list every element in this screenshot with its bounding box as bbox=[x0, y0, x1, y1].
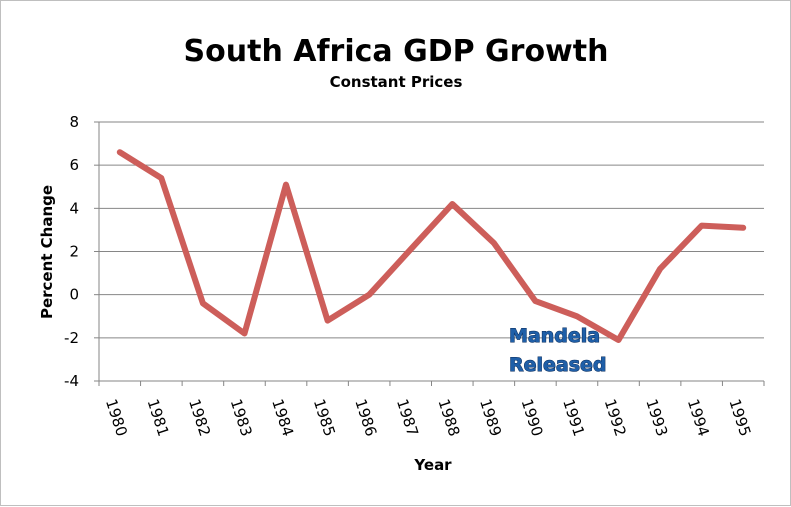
x-tick-label: 1992 bbox=[601, 397, 630, 439]
y-tick-label: 6 bbox=[69, 156, 79, 174]
x-tick-label: 1984 bbox=[268, 397, 297, 439]
x-tick-label: 1988 bbox=[434, 397, 463, 439]
y-axis-ticks: 8 6 4 2 0 -2 -4 bbox=[64, 113, 99, 390]
y-tick-label: 8 bbox=[69, 113, 79, 131]
x-tick-label: 1991 bbox=[559, 397, 588, 439]
series-line bbox=[116, 149, 747, 343]
x-tick-label: 1986 bbox=[351, 397, 380, 439]
x-tick-label: 1982 bbox=[185, 397, 214, 439]
annotation: Mandela Released bbox=[509, 325, 608, 377]
y-axis-title: Percent Change bbox=[38, 185, 56, 319]
x-axis-ticks: 1980 1981 1982 1983 1984 1985 1986 1987 1988 1989… bbox=[98, 381, 765, 439]
chart-subtitle: Constant Prices bbox=[330, 73, 463, 91]
gridlines bbox=[98, 121, 764, 382]
x-axis-title: Year bbox=[413, 456, 452, 474]
x-tick-label: 1989 bbox=[476, 397, 505, 439]
x-tick-label: 1990 bbox=[518, 397, 547, 439]
y-tick-label: 4 bbox=[69, 199, 79, 217]
chart-title: South Africa GDP Growth bbox=[184, 34, 609, 69]
x-tick-label: 1983 bbox=[227, 397, 256, 439]
x-tick-label: 1994 bbox=[684, 397, 713, 439]
x-tick-label: 1981 bbox=[144, 397, 173, 439]
y-tick-label: 2 bbox=[69, 243, 79, 261]
x-tick-label: 1980 bbox=[102, 397, 131, 439]
y-tick-label: 0 bbox=[69, 286, 79, 304]
annotation-line-2: Released bbox=[509, 354, 607, 376]
series-layer bbox=[116, 149, 747, 343]
x-tick-label: 1993 bbox=[642, 397, 671, 439]
y-tick-label: -2 bbox=[64, 329, 79, 347]
annotation-line-1: Mandela bbox=[509, 325, 600, 347]
x-tick-label: 1985 bbox=[310, 397, 339, 439]
y-tick-label: -4 bbox=[64, 372, 79, 390]
x-tick-label: 1995 bbox=[725, 397, 754, 439]
x-tick-label: 1987 bbox=[393, 397, 422, 439]
